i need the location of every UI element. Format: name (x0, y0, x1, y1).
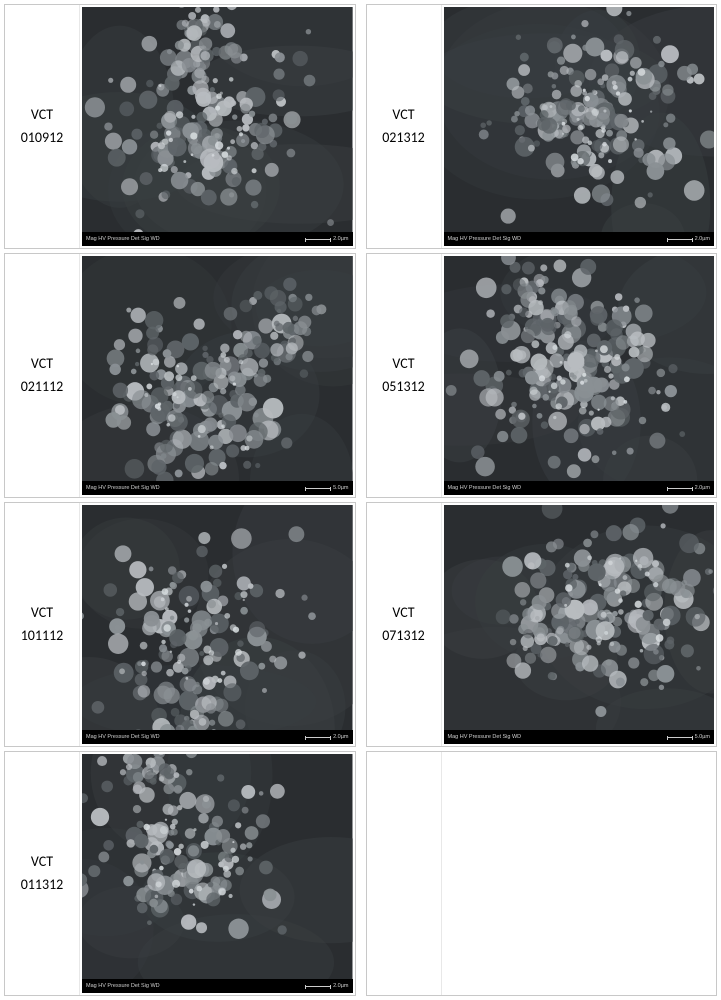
sem-micrograph: Mag HV Pressure Det Sig WD 2.0µm (82, 754, 353, 993)
sem-micrograph: Mag HV Pressure Det Sig WD 5.0µm (82, 256, 353, 495)
sample-cell: VCT021112 Mag HV Pressure Det Sig WD 5.0µm (4, 253, 356, 498)
label-line2: 101112 (21, 625, 64, 647)
sem-info-banner: Mag HV Pressure Det Sig WD 2.0µm (444, 481, 715, 495)
scale-bar-icon (305, 737, 331, 738)
sample-label: VCT010912 (5, 5, 80, 248)
banner-params: Mag HV Pressure Det Sig WD (86, 983, 160, 989)
scale-text: 5.0µm (333, 485, 348, 491)
sample-cell: VCT021312 Mag HV Pressure Det Sig WD 2.0µm (366, 4, 718, 249)
sem-image-container (442, 752, 717, 995)
scale-text: 2.0µm (695, 236, 710, 242)
sem-micrograph: Mag HV Pressure Det Sig WD 2.0µm (444, 7, 715, 246)
scale-text: 2.0µm (333, 734, 348, 740)
label-line2: 021112 (21, 376, 64, 398)
sem-image-container: Mag HV Pressure Det Sig WD 2.0µm (80, 5, 355, 248)
sample-label: VCT021112 (5, 254, 80, 497)
label-line1: VCT (31, 851, 53, 873)
left-column: VCT010912Mag HV Pressure Det Sig WD2.0µm… (4, 4, 356, 996)
sem-info-banner: Mag HV Pressure Det Sig WD 5.0µm (444, 730, 715, 744)
sample-cell: VCT101112 Mag HV Pressure Det Sig WD 2.0µm (4, 502, 356, 747)
sem-info-banner: Mag HV Pressure Det Sig WD 2.0µm (82, 232, 353, 246)
sem-image-container: Mag HV Pressure Det Sig WD 2.0µm (442, 254, 717, 497)
label-line1: VCT (392, 353, 414, 375)
sample-cell: VCT011312 Mag HV Pressure Det Sig WD 2.0µm (4, 751, 356, 996)
sample-label: VCT021312 (367, 5, 442, 248)
label-line2: 051312 (382, 376, 425, 398)
label-line2: 021312 (382, 127, 425, 149)
label-line1: VCT (392, 104, 414, 126)
label-line1: VCT (31, 104, 53, 126)
sample-label: VCT011312 (5, 752, 80, 995)
label-line1: VCT (31, 602, 53, 624)
sem-image-container: Mag HV Pressure Det Sig WD 5.0µm (442, 503, 717, 746)
scale-text: 5.0µm (695, 734, 710, 740)
sem-micrograph: Mag HV Pressure Det Sig WD 2.0µm (444, 256, 715, 495)
sem-micrograph: Mag HV Pressure Det Sig WD 5.0µm (444, 505, 715, 744)
sem-micrograph: Mag HV Pressure Det Sig WD 2.0µm (82, 7, 353, 246)
scale-bar-icon (667, 737, 693, 738)
banner-params: Mag HV Pressure Det Sig WD (448, 236, 522, 242)
sem-image-container: Mag HV Pressure Det Sig WD 2.0µm (80, 503, 355, 746)
banner-params: Mag HV Pressure Det Sig WD (448, 734, 522, 740)
sample-label (367, 752, 442, 995)
sample-label: VCT101112 (5, 503, 80, 746)
label-line1: VCT (392, 602, 414, 624)
scale-text: 2.0µm (333, 236, 348, 242)
banner-params: Mag HV Pressure Det Sig WD (448, 485, 522, 491)
scale-text: 2.0µm (333, 983, 348, 989)
sem-micrograph: Mag HV Pressure Det Sig WD 2.0µm (82, 505, 353, 744)
sample-label: VCT051312 (367, 254, 442, 497)
sem-info-banner: Mag HV Pressure Det Sig WD 2.0µm (444, 232, 715, 246)
scale-bar-icon (305, 239, 331, 240)
sem-info-banner: Mag HV Pressure Det Sig WD 2.0µm (82, 979, 353, 993)
label-line2: 010912 (21, 127, 64, 149)
sem-info-banner: Mag HV Pressure Det Sig WD 2.0µm (82, 730, 353, 744)
sample-cell: VCT010912 Mag HV Pressure Det Sig WD 2.0µm (4, 4, 356, 249)
scale-text: 2.0µm (695, 485, 710, 491)
sample-cell: VCT071312 Mag HV Pressure Det Sig WD 5.0µm (366, 502, 718, 747)
sample-label: VCT071312 (367, 503, 442, 746)
sem-info-banner: Mag HV Pressure Det Sig WD 5.0µm (82, 481, 353, 495)
sem-image-container: Mag HV Pressure Det Sig WD 2.0µm (442, 5, 717, 248)
banner-params: Mag HV Pressure Det Sig WD (86, 485, 160, 491)
sample-cell: VCT051312 Mag HV Pressure Det Sig WD 2.0µm (366, 253, 718, 498)
scale-bar-icon (667, 488, 693, 489)
banner-params: Mag HV Pressure Det Sig WD (86, 734, 160, 740)
sem-image-container: Mag HV Pressure Det Sig WD 5.0µm (80, 254, 355, 497)
right-column: VCT021312Mag HV Pressure Det Sig WD2.0µm… (366, 4, 718, 996)
label-line1: VCT (31, 353, 53, 375)
banner-params: Mag HV Pressure Det Sig WD (86, 236, 160, 242)
sem-image-container: Mag HV Pressure Det Sig WD 2.0µm (80, 752, 355, 995)
scale-bar-icon (667, 239, 693, 240)
label-line2: 011312 (21, 874, 64, 896)
sample-grid: VCT010912Mag HV Pressure Det Sig WD2.0µm… (4, 4, 717, 996)
scale-bar-icon (305, 488, 331, 489)
scale-bar-icon (305, 986, 331, 987)
label-line2: 071312 (382, 625, 425, 647)
sample-cell (366, 751, 718, 996)
